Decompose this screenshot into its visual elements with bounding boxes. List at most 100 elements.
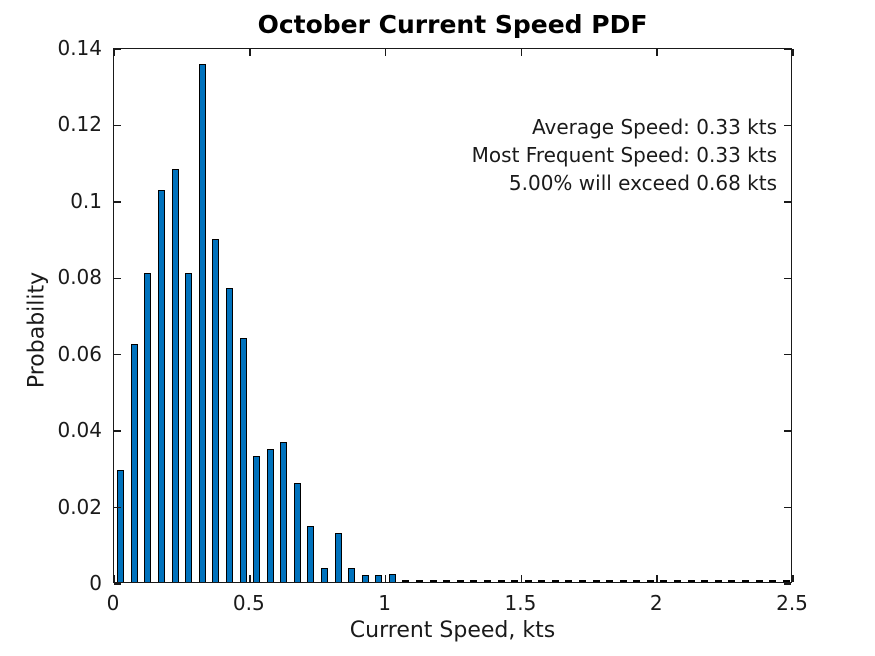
histogram-bar <box>416 580 424 582</box>
histogram-bar <box>646 580 654 582</box>
histogram-bar <box>565 580 573 582</box>
y-tick-left <box>114 430 121 432</box>
y-tick-label: 0.06 <box>57 341 102 366</box>
histogram-bar <box>280 441 288 582</box>
x-tick-label: 1.5 <box>504 591 537 615</box>
y-tick-right <box>784 583 791 585</box>
histogram-bar <box>402 580 410 582</box>
x-tick-bottom <box>113 575 115 582</box>
histogram-bar <box>361 575 369 582</box>
histogram-bar <box>320 567 328 582</box>
histogram-bar <box>660 580 668 582</box>
plot-area <box>113 48 794 585</box>
histogram-bar <box>579 580 586 582</box>
x-tick-label: 0.5 <box>232 591 265 615</box>
histogram-bar <box>158 190 166 582</box>
histogram-bar <box>375 574 383 582</box>
histogram-bar <box>185 273 193 582</box>
histogram-bar <box>524 580 532 582</box>
histogram-bar <box>456 580 464 582</box>
histogram-bar <box>171 169 179 582</box>
y-tick-left <box>114 583 121 585</box>
y-tick-right <box>784 124 791 127</box>
y-tick-label: 0.12 <box>57 112 102 137</box>
annotation-block: Average Speed: 0.33 kts Most Frequent Sp… <box>472 113 777 197</box>
histogram-bar <box>511 580 519 582</box>
x-tick-bottom <box>384 575 387 582</box>
histogram-bar <box>538 580 546 582</box>
x-tick-top <box>656 49 658 56</box>
chart-title: October Current Speed PDF <box>257 10 648 39</box>
histogram-bar <box>198 63 206 582</box>
histogram-bar <box>429 580 437 582</box>
y-tick-left <box>114 277 121 280</box>
y-tick-right <box>784 506 791 509</box>
y-tick-left <box>114 124 121 127</box>
y-tick-label: 0.14 <box>57 36 102 60</box>
histogram-bar <box>117 470 125 582</box>
x-tick-top <box>520 49 523 56</box>
x-tick-label: 2.5 <box>776 591 808 615</box>
y-axis-label: Probability <box>24 271 50 389</box>
histogram-bar <box>253 456 261 582</box>
x-tick-bottom <box>249 575 251 582</box>
x-tick-label: 0 <box>106 591 120 615</box>
x-tick-label: 1 <box>378 591 391 615</box>
y-tick-right <box>784 201 791 203</box>
x-tick-top <box>113 49 115 56</box>
histogram-bar <box>266 449 274 582</box>
y-tick-left <box>114 201 121 203</box>
x-tick-bottom <box>792 575 794 582</box>
histogram-bar <box>470 580 478 582</box>
histogram-bar <box>334 532 342 582</box>
histogram-bar <box>212 238 220 582</box>
histogram-bar <box>701 580 709 582</box>
histogram-bar <box>714 580 722 582</box>
histogram-bar <box>239 337 247 582</box>
x-tick-top <box>384 49 387 56</box>
y-tick-right <box>784 277 791 280</box>
y-tick-right <box>784 430 791 432</box>
y-tick-left <box>114 48 121 50</box>
x-tick-bottom <box>656 575 658 582</box>
histogram-bar <box>483 580 491 582</box>
x-axis-label: Current Speed, kts <box>349 618 556 643</box>
x-tick-label: 2 <box>649 591 663 615</box>
histogram-bar <box>348 567 356 582</box>
histogram-bar <box>144 273 152 582</box>
histogram-bar <box>782 580 790 582</box>
histogram-bar <box>293 483 301 582</box>
x-tick-top <box>792 49 794 56</box>
histogram-bar <box>497 580 505 582</box>
histogram-bar <box>728 580 736 582</box>
annotation-most-frequent-speed: Most Frequent Speed: 0.33 kts <box>471 143 777 167</box>
histogram-bar <box>674 580 682 582</box>
histogram-bar <box>755 580 763 582</box>
y-tick-label: 0.04 <box>57 418 102 443</box>
y-tick-label: 0.08 <box>57 265 102 290</box>
histogram-bar <box>687 580 695 582</box>
y-tick-label: 0 <box>89 571 102 595</box>
x-tick-bottom <box>520 575 523 582</box>
y-tick-label: 0.1 <box>70 188 102 213</box>
annotation-average-speed: Average Speed: 0.33 kts <box>531 115 777 139</box>
y-tick-left <box>114 353 121 356</box>
y-tick-right <box>784 48 791 50</box>
histogram-bar <box>130 344 138 582</box>
histogram-bar <box>388 574 396 582</box>
histogram-bar <box>443 580 451 582</box>
histogram-bar <box>551 580 559 582</box>
annotation-exceedance-speed: 5.00% will exceed 0.68 kts <box>508 171 777 195</box>
y-tick-right <box>784 353 791 356</box>
histogram-bar <box>633 580 641 582</box>
histogram-bar <box>606 580 614 582</box>
x-tick-top <box>249 49 251 56</box>
y-tick-label: 0.02 <box>57 494 102 519</box>
histogram-bar <box>619 580 627 582</box>
histogram-bar <box>741 580 749 582</box>
histogram-bar <box>769 580 777 582</box>
y-tick-left <box>114 506 121 509</box>
histogram-bar <box>592 580 600 582</box>
histogram-bar <box>307 525 315 582</box>
